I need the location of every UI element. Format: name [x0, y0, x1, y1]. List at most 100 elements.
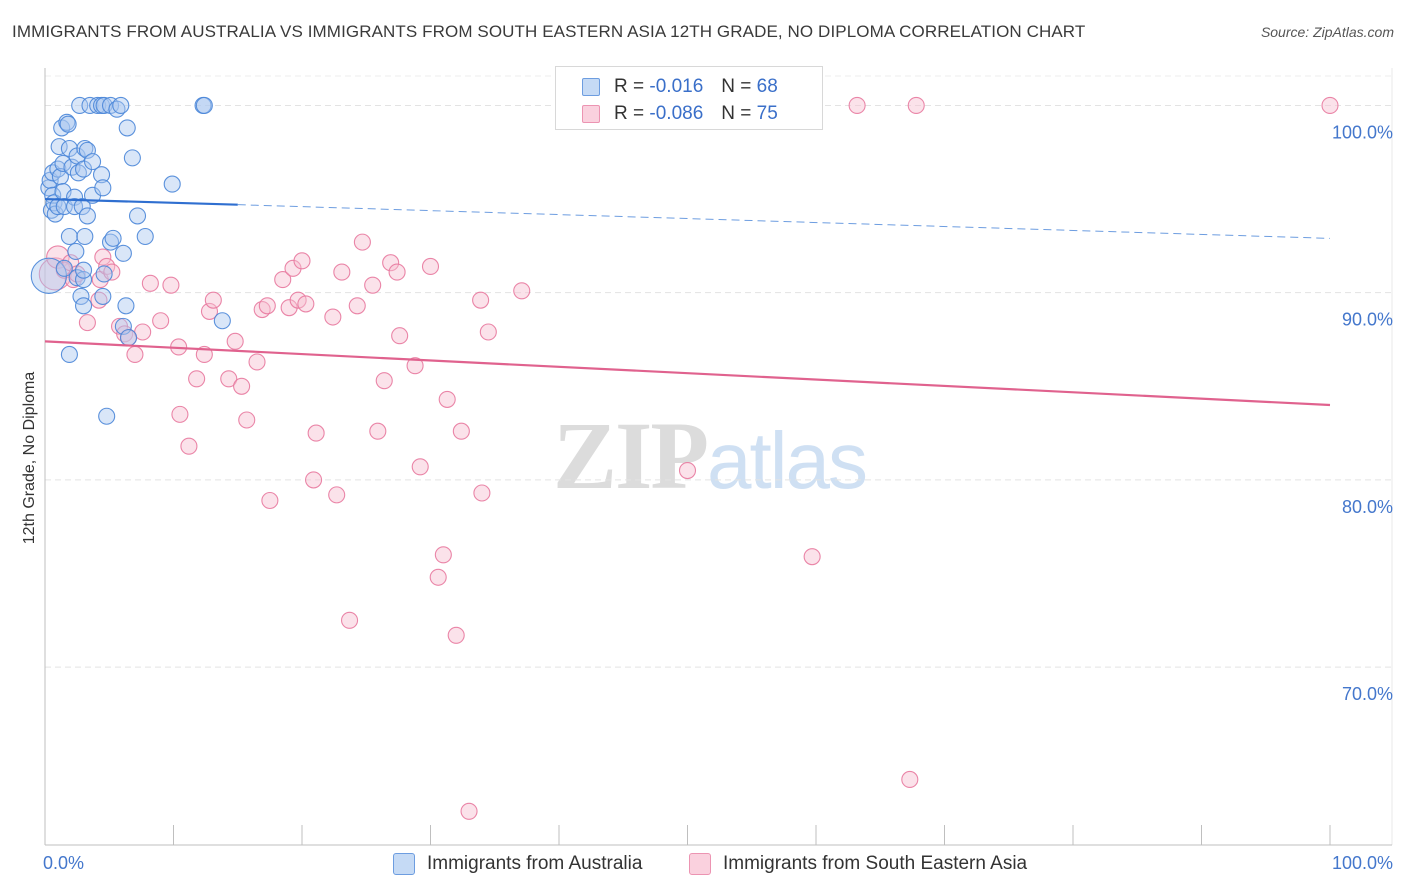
data-point-south-eastern-asia	[238, 411, 256, 429]
data-point-south-eastern-asia	[274, 271, 292, 289]
trend-line-south-eastern-asia	[44, 340, 1331, 407]
data-point-australia	[75, 271, 93, 289]
data-point-australia	[89, 96, 107, 114]
data-point-south-eastern-asia	[391, 327, 409, 345]
trend-line-australia	[44, 197, 238, 206]
data-point-australia	[54, 154, 72, 173]
data-point-south-eastern-asia	[226, 332, 244, 350]
zipatlas-watermark: ZIPatlas	[553, 402, 868, 509]
data-point-australia	[83, 153, 102, 171]
data-point-south-eastern-asia	[447, 626, 465, 644]
bottom-legend-swatch-south-eastern-asia	[689, 853, 711, 875]
data-point-south-eastern-asia	[204, 291, 222, 309]
data-point-australia	[114, 244, 132, 262]
bottom-legend-south-eastern-asia: Immigrants from South Eastern Asia	[689, 852, 1027, 876]
legend-swatch-south-eastern-asia	[582, 105, 600, 123]
data-point-australia	[114, 317, 132, 335]
bottom-legend-australia: Immigrants from Australia	[393, 852, 642, 876]
data-point-australia	[75, 261, 93, 279]
data-point-australia	[104, 229, 122, 247]
data-point-south-eastern-asia	[200, 302, 219, 320]
source-label: Source: ZipAtlas.com	[1260, 24, 1394, 40]
data-point-south-eastern-asia	[375, 372, 393, 390]
data-point-south-eastern-asia	[340, 611, 359, 629]
data-point-south-eastern-asia	[289, 291, 307, 309]
data-point-south-eastern-asia	[261, 491, 279, 510]
data-point-australia	[76, 227, 94, 246]
data-point-south-eastern-asia	[171, 405, 189, 423]
data-point-australia	[75, 297, 93, 315]
data-point-south-eastern-asia	[78, 314, 96, 332]
data-point-south-eastern-asia	[411, 458, 429, 476]
data-point-south-eastern-asia	[333, 263, 351, 281]
data-point-australia	[76, 139, 94, 158]
legend-swatch-australia	[582, 78, 600, 96]
data-point-south-eastern-asia	[369, 422, 387, 440]
data-point-south-eastern-asia	[479, 323, 497, 341]
bottom-legend-swatch-australia	[393, 853, 415, 875]
axes	[44, 68, 1392, 846]
data-point-australia	[98, 407, 116, 425]
data-point-south-eastern-asia	[162, 276, 180, 294]
data-point-south-eastern-asia	[406, 357, 424, 375]
legend-n-label: N =	[721, 76, 752, 97]
legend-r-value: -0.016	[649, 76, 704, 97]
y-tick-label: 90.0%	[1342, 310, 1393, 330]
data-point-south-eastern-asia	[248, 353, 266, 371]
data-point-australia	[94, 287, 112, 305]
data-point-south-eastern-asia	[297, 295, 315, 313]
legend-r-label: R =	[614, 76, 645, 97]
data-point-south-eastern-asia	[307, 424, 325, 442]
legend-n-label: N =	[721, 103, 752, 124]
data-point-australia	[128, 207, 147, 225]
data-point-south-eastern-asia	[293, 252, 311, 270]
y-tick-label: 70.0%	[1342, 684, 1393, 704]
data-point-australia	[94, 179, 112, 197]
data-point-south-eastern-asia	[460, 802, 478, 820]
data-point-australia	[78, 141, 96, 159]
data-point-south-eastern-asia	[258, 297, 276, 315]
data-point-australia	[95, 96, 113, 114]
data-point-south-eastern-asia	[94, 248, 112, 266]
data-point-south-eastern-asia	[434, 546, 452, 564]
chart-title: IMMIGRANTS FROM AUSTRALIA VS IMMIGRANTS …	[12, 22, 1086, 41]
data-point-south-eastern-asia	[328, 486, 346, 504]
correlation-legend: R = -0.016 N = 68 R = -0.086 N = 75	[555, 66, 823, 130]
y-tick-label: 80.0%	[1342, 497, 1393, 517]
data-point-australia	[50, 138, 68, 156]
bottom-legend-label-australia: Immigrants from Australia	[427, 853, 643, 874]
data-point-south-eastern-asia	[324, 308, 342, 326]
data-point-south-eastern-asia	[348, 297, 366, 315]
data-point-south-eastern-asia	[678, 461, 697, 480]
data-point-south-eastern-asia	[1321, 96, 1339, 114]
data-point-australia	[117, 297, 135, 315]
x-tick-label-max: 100.0%	[1332, 853, 1393, 873]
data-point-south-eastern-asia	[126, 345, 144, 364]
y-tick-label: 100.0%	[1332, 122, 1393, 142]
data-point-australia	[60, 345, 78, 364]
legend-r-value: -0.086	[649, 103, 704, 124]
data-point-australia	[59, 115, 77, 133]
grid-lines	[45, 68, 1393, 845]
data-point-australia	[78, 207, 96, 225]
legend-n-value: 68	[756, 76, 778, 97]
data-point-australia	[67, 242, 85, 261]
data-point-south-eastern-asia	[353, 233, 371, 251]
data-point-south-eastern-asia	[364, 276, 382, 294]
data-point-south-eastern-asia	[305, 471, 323, 489]
data-point-australia	[118, 119, 136, 137]
data-point-south-eastern-asia	[180, 437, 198, 455]
x-tick-label-min: 0.0%	[43, 853, 84, 873]
data-point-south-eastern-asia	[388, 263, 406, 281]
data-point-south-eastern-asia	[472, 291, 490, 309]
data-point-australia	[51, 168, 69, 186]
legend-row-australia: R = -0.016 N = 68	[556, 73, 778, 101]
tick-labels: 100.0% 90.0% 80.0% 70.0% 0.0% 100.0%	[43, 122, 1393, 873]
trend-line-australia-projection	[237, 204, 1331, 239]
data-point-south-eastern-asia	[188, 370, 206, 388]
data-point-australia	[119, 329, 138, 347]
data-point-south-eastern-asia	[382, 254, 400, 272]
series-south-eastern-asia-points	[38, 96, 1339, 820]
data-point-south-eastern-asia	[473, 484, 491, 502]
